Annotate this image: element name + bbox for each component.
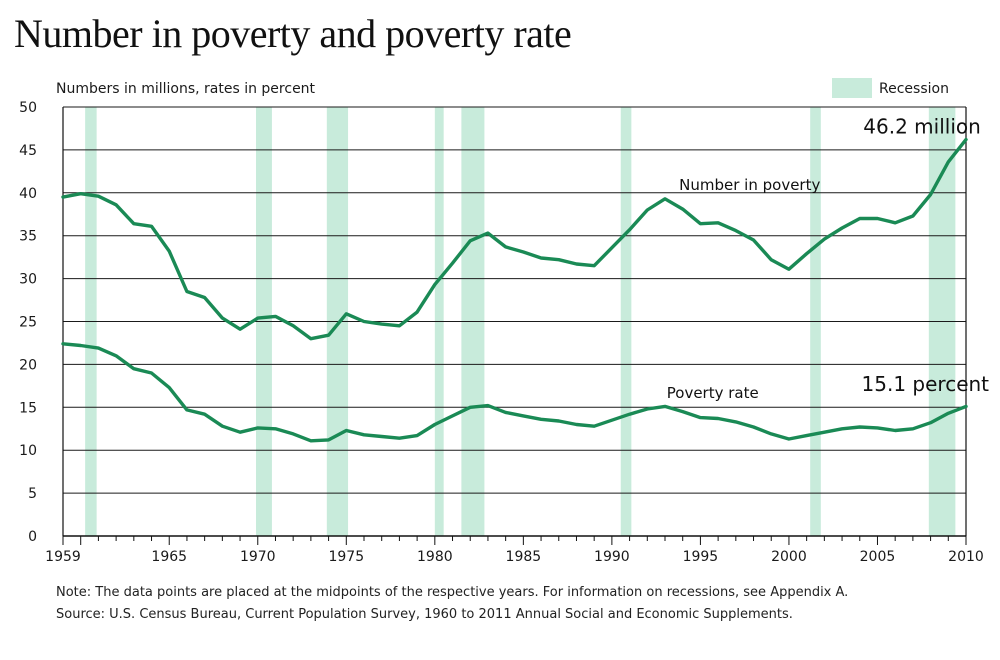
y-tick-label: 50 (19, 100, 37, 116)
y-tick-label: 40 (19, 186, 37, 202)
chart-title: Number in poverty and poverty rate (14, 11, 572, 56)
series-line-number-in-poverty (61, 137, 968, 341)
annotations: 46.2 million Number in poverty 15.1 percen… (667, 115, 989, 402)
y-tick-label: 5 (28, 486, 37, 502)
source-text: Source: U.S. Census Bureau, Current Popu… (56, 607, 793, 622)
x-tick-label: 1990 (594, 549, 630, 565)
gridlines (63, 106, 966, 494)
chart-subtitle: Numbers in millions, rates in percent (56, 81, 316, 97)
x-tick-label: 2005 (860, 549, 896, 565)
y-tick-label: 20 (19, 357, 37, 373)
legend-recession-swatch (832, 78, 872, 98)
note-text: Note: The data points are placed at the … (56, 585, 849, 600)
x-tick-label: 1985 (506, 549, 542, 565)
x-tick-label: 1980 (417, 549, 453, 565)
axes: 0 5 10 15 20 25 30 35 40 45 50 1959 1965 1970 1975 1980… (19, 100, 984, 565)
x-tick-label: 1965 (151, 549, 187, 565)
y-tick-label: 10 (19, 443, 37, 459)
x-tick-label: 1975 (328, 549, 364, 565)
series-line-poverty-rate (61, 342, 968, 443)
y-tick-label: 45 (19, 143, 37, 159)
legend-recession-label: Recession (879, 81, 949, 97)
series-label: Number in poverty (679, 176, 820, 194)
x-tick-label: 2010 (948, 549, 984, 565)
x-tick-label: 2000 (771, 549, 807, 565)
y-tick-label: 30 (19, 272, 37, 288)
x-tick-label: 1959 (45, 549, 81, 565)
poverty-chart: Numbers in millions, rates in percent Re… (19, 78, 989, 565)
chart-notes: Note: The data points are placed at the … (56, 582, 848, 626)
series-label: Poverty rate (667, 384, 759, 402)
y-tick-label: 35 (19, 229, 37, 245)
y-tick-label: 25 (19, 315, 37, 331)
x-tick-label: 1995 (683, 549, 719, 565)
end-value-label: 46.2 million (863, 115, 981, 139)
y-tick-label: 15 (19, 400, 37, 416)
x-tick-label: 1970 (240, 549, 276, 565)
y-tick-label: 0 (28, 529, 37, 545)
end-value-label: 15.1 percent (862, 372, 990, 396)
series-lines (61, 137, 968, 443)
